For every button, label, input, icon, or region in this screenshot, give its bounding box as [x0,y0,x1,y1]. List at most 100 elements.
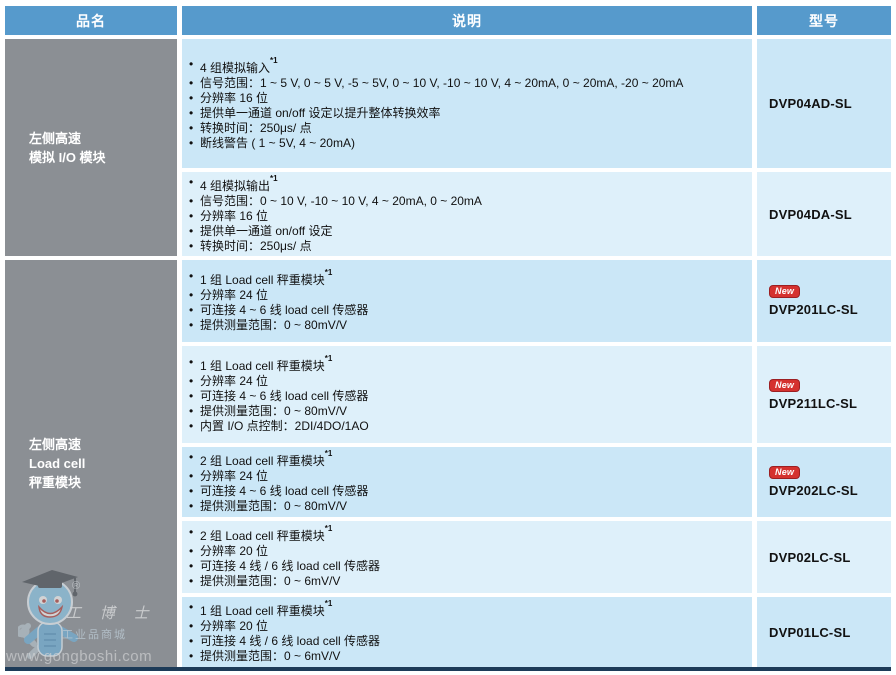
spec-text: 2 组 Load cell 秤重模块 [200,529,325,543]
spec-text: 信号范围：1 ~ 5 V, 0 ~ 5 V, -5 ~ 5V, 0 ~ 10 V… [200,75,684,90]
spec-text: 提供单一通道 on/off 设定 [200,223,333,238]
spec-line: • 分辨率 20 位 [188,619,740,634]
model-name: DVP04AD-SL [769,96,852,111]
spec-text: 4 组模拟输入 [200,60,271,75]
group-name-line: Load cell [29,456,86,471]
spec-cell: • 4 组模拟输入*1 • 信号范围：1 ~ 5 V, 0 ~ 5 V, -5 ~ … [182,39,752,168]
spec-cell: • 4 组模拟输出*1 • 信号范围：0 ~ 10 V, -10 ~ 10 V, 4… [182,172,752,256]
model-name: DVP01LC-SL [769,624,851,640]
model-name: DVP04DA-SL [769,206,852,222]
bullet-icon: • [189,374,194,388]
spec-cell: • 1 组 Load cell 秤重模块*1 • 分辨率 24 位 • 可连接 4 ~… [182,346,752,443]
spec-line: • 分辨率 16 位 [188,209,740,224]
footnote-ref: *1 [324,599,333,608]
spec-line: • 2 组 Load cell 秤重模块*1 [188,449,740,469]
bullet-icon: • [189,208,194,223]
model-cell: New DVP211LC-SL [757,346,891,443]
column-header-product-label: 品名 [76,12,106,29]
spec-line: • 分辨率 24 位 [188,374,740,389]
footnote-ref: *1 [324,449,333,458]
bullet-icon: • [189,223,194,238]
spec-text: 分辨率 20 位 [200,619,269,633]
bullet-icon: • [189,75,194,90]
bullet-icon: • [189,105,194,120]
spec-text: 1 组 Load cell 秤重模块 [200,604,325,618]
spec-line: • 可连接 4 ~ 6 线 load cell 传感器 [188,484,740,499]
model-cell: DVP04AD-SL [757,39,891,168]
spec-line: • 内置 I/O 点控制：2DI/4DO/1AO [188,419,740,434]
spec-line: • 分辨率 16 位 [188,91,740,106]
model-name: DVP202LC-SL [769,483,858,498]
model-name: DVP201LC-SL [769,302,858,317]
column-header-product: 品名 [5,6,177,35]
spec-line: • 提供测量范围：0 ~ 80mV/V [188,318,740,333]
spec-line: • 1 组 Load cell 秤重模块*1 [188,599,740,619]
bullet-icon: • [189,450,194,464]
spec-text: 可连接 4 ~ 6 线 load cell 传感器 [200,484,369,498]
model-cell: New DVP202LC-SL [757,447,891,517]
bullet-icon: • [189,355,194,369]
spec-line: • 1 组 Load cell 秤重模块*1 [188,268,740,288]
footnote-ref: *1 [270,173,278,183]
column-header-model: 型号 [757,6,891,35]
spec-text: 分辨率 16 位 [200,208,269,223]
spec-cell: • 1 组 Load cell 秤重模块*1 • 分辨率 24 位 • 可连接 4 ~… [182,260,752,342]
spec-text: 转换时间：250μs/ 点 [200,120,312,135]
footnote-ref: *1 [324,354,333,363]
spec-text: 断线警告 ( 1 ~ 5V, 4 ~ 20mA) [200,135,355,150]
footnote-ref: *1 [270,55,278,65]
bullet-icon: • [189,419,194,433]
group-name-line: 左侧高速 [29,437,82,452]
spec-line: • 分辨率 24 位 [188,288,740,303]
bullet-icon: • [189,544,194,558]
footnote-ref: *1 [324,524,333,533]
bullet-icon: • [189,574,194,588]
spec-cell: • 2 组 Load cell 秤重模块*1 • 分辨率 24 位 • 可连接 4 ~… [182,447,752,517]
model-cell: DVP04DA-SL [757,172,891,256]
column-header-description: 说明 [182,6,752,35]
spec-text: 可连接 4 ~ 6 线 load cell 传感器 [200,389,369,403]
new-badge: New [769,466,801,479]
spec-text: 可连接 4 线 / 6 线 load cell 传感器 [200,559,381,573]
spec-text: 信号范围：0 ~ 10 V, -10 ~ 10 V, 4 ~ 20mA, 0 ~… [200,193,482,208]
bullet-icon: • [189,634,194,648]
model-name: DVP211LC-SL [769,395,858,411]
spec-line: • 转换时间：250μs/ 点 [188,239,740,254]
bullet-icon: • [189,404,194,418]
spec-text: 2 组 Load cell 秤重模块 [200,454,325,468]
spec-text: 可连接 4 ~ 6 线 load cell 传感器 [200,303,369,317]
bullet-icon: • [189,318,194,332]
bullet-icon: • [189,238,194,253]
spec-line: • 断线警告 ( 1 ~ 5V, 4 ~ 20mA) [188,136,740,151]
bullet-icon: • [189,469,194,483]
spec-text: 4 组模拟输出 [200,178,271,193]
group-cell-load-cell: 左侧高速 Load cell 秤重模块 [5,260,177,667]
spec-line: • 提供单一通道 on/off 设定 [188,224,740,239]
spec-text: 内置 I/O 点控制：2DI/4DO/1AO [200,419,369,433]
bullet-icon: • [189,619,194,633]
spec-text: 提供测量范围：0 ~ 6mV/V [200,649,341,663]
spec-line: • 信号范围：0 ~ 10 V, -10 ~ 10 V, 4 ~ 20mA, 0 … [188,194,740,209]
footnote-ref: *1 [324,268,333,277]
spec-line: • 可连接 4 ~ 6 线 load cell 传感器 [188,389,740,404]
new-badge: New [769,285,801,298]
group-name-line: 左侧高速 [29,130,82,146]
spec-line: • 1 组 Load cell 秤重模块*1 [188,354,740,374]
spec-line: • 可连接 4 线 / 6 线 load cell 传感器 [188,559,740,574]
spec-text: 提供测量范围：0 ~ 80mV/V [200,499,348,513]
bullet-icon: • [189,649,194,663]
bullet-icon: • [189,484,194,498]
group-cell-analog-io: 左侧高速 模拟 I/O 模块 [5,39,177,256]
spec-text: 分辨率 16 位 [200,90,269,105]
spec-line: • 转换时间：250μs/ 点 [188,121,740,136]
bullet-icon: • [189,120,194,135]
product-spec-table: 品名 说明 型号 左侧高速 模拟 I/O 模块 左侧高速 Load cell 秤… [5,6,891,671]
bullet-icon: • [189,90,194,105]
group-name-line: 秤重模块 [29,475,82,490]
spec-line: • 提供测量范围：0 ~ 80mV/V [188,499,740,514]
model-cell: New DVP201LC-SL [757,260,891,342]
group-name-line: 模拟 I/O 模块 [29,149,106,165]
spec-text: 提供单一通道 on/off 设定以提升整体转换效率 [200,105,441,120]
spec-text: 提供测量范围：0 ~ 80mV/V [200,404,348,418]
